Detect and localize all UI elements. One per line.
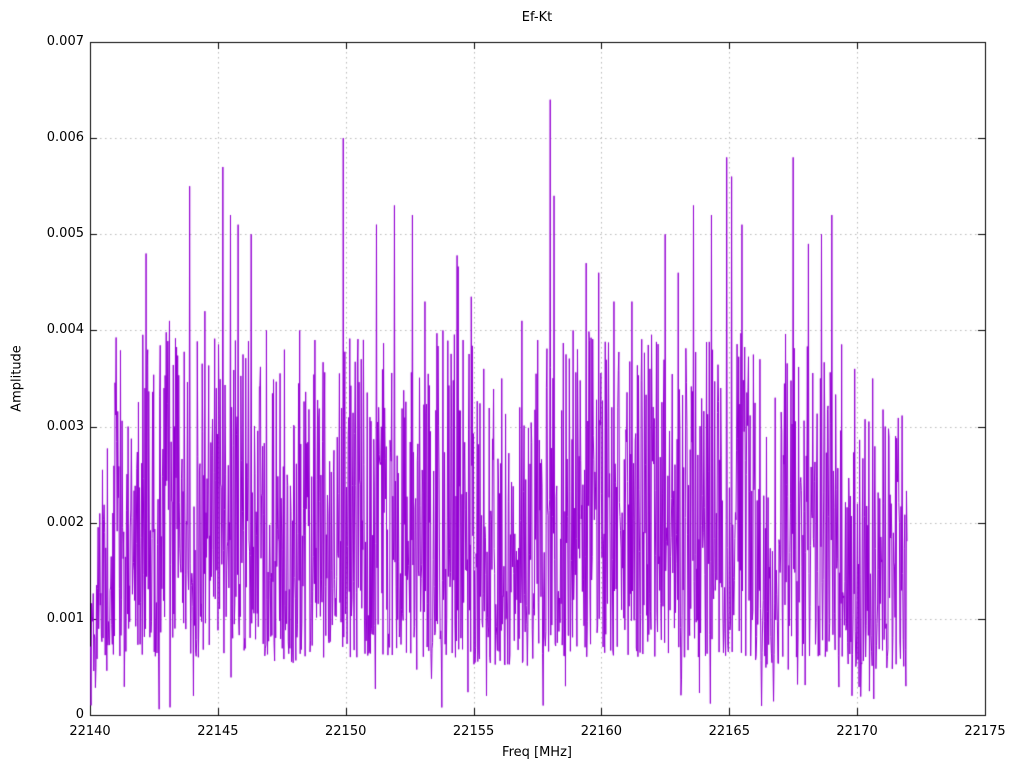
- y-tick-label-0: 0: [75, 707, 84, 722]
- x-tick-label-22160: 22160: [580, 724, 623, 739]
- x-tick-label-22175: 22175: [964, 724, 1006, 739]
- x-tick-label-22170: 22170: [836, 724, 878, 739]
- x-tick-label-22155: 22155: [452, 724, 495, 739]
- y-tick-label-0004: 0.004: [46, 322, 84, 338]
- x-tick-label-22150: 22150: [325, 724, 367, 739]
- x-tick-label-22140: 22140: [69, 724, 111, 739]
- y-tick-label-0001: 0.001: [46, 610, 84, 626]
- x-tick-label-22145: 22145: [197, 724, 239, 739]
- chart-title: Ef-Kt: [521, 10, 553, 25]
- x-axis-label: Freq [MHz]: [502, 745, 572, 760]
- y-tick-label-0005: 0.005: [46, 226, 84, 242]
- y-tick-label-0006: 0.006: [46, 130, 84, 146]
- y-tick-label-0002: 0.002: [46, 514, 84, 530]
- y-axis-label: Amplitude: [9, 345, 25, 412]
- y-tick-label-0007: 0.007: [46, 34, 84, 49]
- y-tick-label-0003: 0.003: [46, 418, 84, 434]
- x-tick-label-22165: 22165: [708, 724, 750, 739]
